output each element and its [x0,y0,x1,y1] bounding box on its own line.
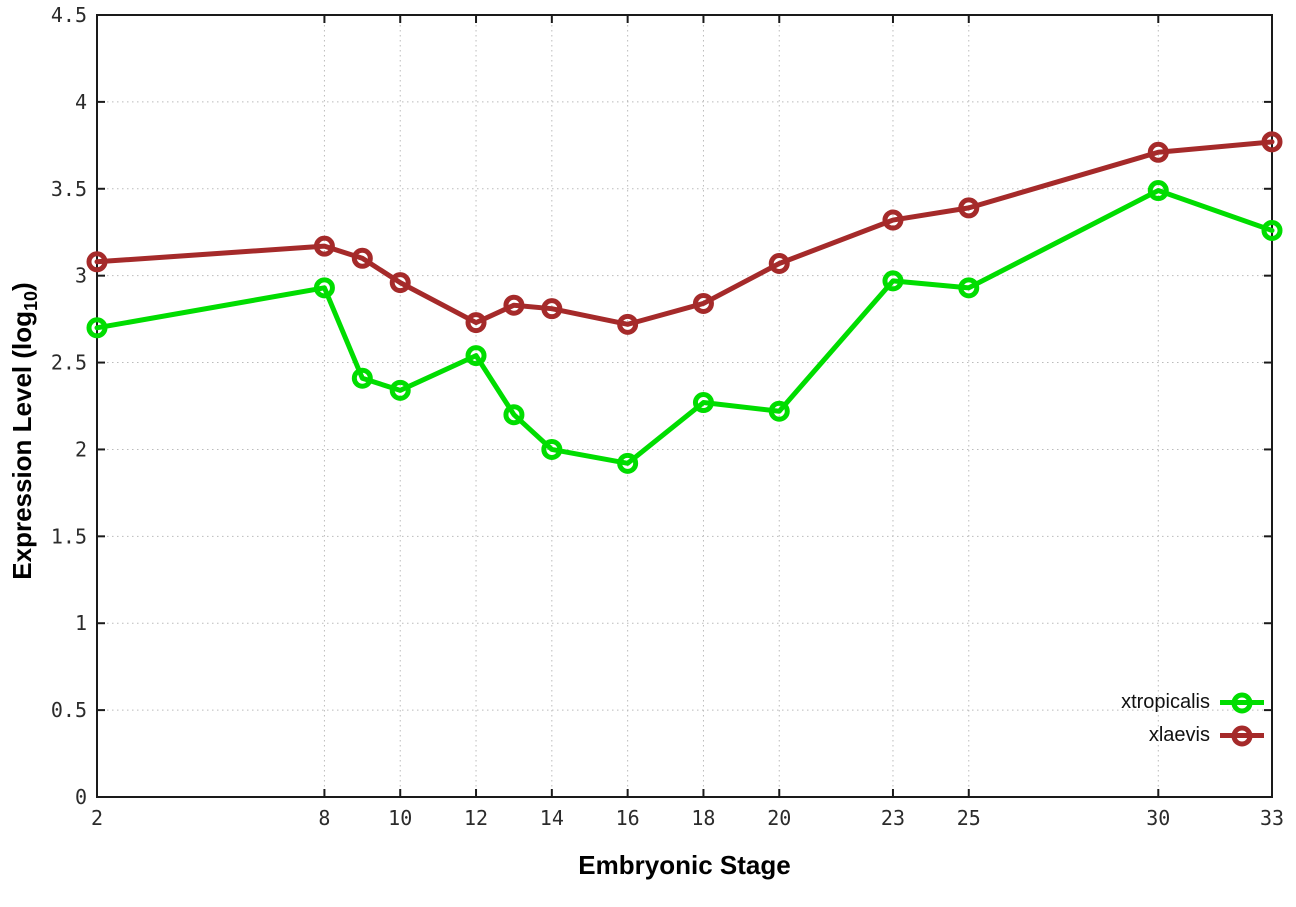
x-tick-label: 25 [957,806,981,830]
data-point-xlaevis [465,312,487,334]
legend-row-xlaevis: xlaevis [1121,719,1264,752]
data-point-xlaevis [351,247,373,269]
data-point-xlaevis [1261,131,1283,153]
y-tick-label: 2 [75,437,87,461]
y-tick-label: 4.5 [51,3,87,27]
series-line-xtropicalis [94,188,1275,466]
data-point-xtropicalis [465,345,487,367]
x-tick-label: 16 [616,806,640,830]
data-point-xtropicalis [692,392,714,414]
data-point-xlaevis [313,235,335,257]
data-point-xtropicalis [617,452,639,474]
legend-marker-xtropicalis [1220,692,1264,714]
data-point-xtropicalis [541,438,563,460]
y-axis-title-subscript: 10 [21,290,41,311]
x-tick-label: 10 [388,806,412,830]
y-tick-label: 3.5 [51,177,87,201]
x-tick-label: 23 [881,806,905,830]
data-point-xtropicalis [1147,180,1169,202]
y-axis-title: Expression Level (log10) [7,231,41,631]
legend-marker-xlaevis [1220,725,1264,747]
data-point-xtropicalis [351,367,373,389]
data-point-xtropicalis [389,379,411,401]
x-tick-label: 14 [540,806,564,830]
data-point-xtropicalis [86,317,108,339]
data-point-xtropicalis [503,404,525,426]
legend: xtropicalis xlaevis [1121,686,1264,752]
data-point-xlaevis [768,253,790,275]
data-point-xlaevis [389,272,411,294]
y-axis-title-suffix: ) [7,282,37,291]
x-tick-label: 30 [1146,806,1170,830]
y-tick-label: 1.5 [51,524,87,548]
data-point-xlaevis [882,209,904,231]
legend-point-icon [1231,692,1253,713]
x-tick-label: 12 [464,806,488,830]
plot-border [96,14,1273,798]
y-tick-label: 4 [75,90,87,114]
y-tick-label: 3 [75,264,87,288]
data-point-xlaevis [617,313,639,335]
legend-label-xlaevis: xlaevis [1148,724,1210,746]
y-tick-label: 0 [75,785,87,809]
data-point-xlaevis [541,298,563,320]
legend-row-xtropicalis: xtropicalis [1121,686,1264,719]
x-tick-label: 33 [1260,806,1284,830]
data-point-xtropicalis [882,270,904,292]
x-tick-label: 18 [691,806,715,830]
data-point-xlaevis [86,251,108,273]
x-tick-label: 20 [767,806,791,830]
y-axis-title-text: Expression Level (log [7,310,37,580]
legend-point-icon [1231,725,1253,746]
data-point-xtropicalis [1261,219,1283,241]
data-point-xlaevis [958,197,980,219]
data-point-xlaevis [692,292,714,314]
legend-label-xtropicalis: xtropicalis [1121,691,1210,713]
x-tick-label: 8 [318,806,330,830]
data-point-xtropicalis [958,277,980,299]
y-tick-label: 0.5 [51,698,87,722]
data-point-xlaevis [503,294,525,316]
x-tick-label: 2 [91,806,103,830]
y-tick-label: 1 [75,611,87,635]
data-point-xtropicalis [768,400,790,422]
data-point-xtropicalis [313,277,335,299]
y-tick-label: 2.5 [51,351,87,375]
x-axis-title: Embryonic Stage [578,850,791,880]
data-point-xlaevis [1147,141,1169,163]
